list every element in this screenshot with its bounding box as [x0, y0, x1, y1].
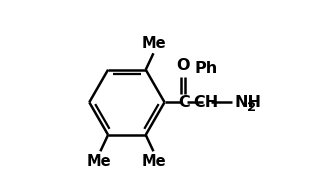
- Text: Me: Me: [87, 154, 112, 169]
- Text: 2: 2: [247, 101, 256, 114]
- Text: CH: CH: [193, 95, 219, 110]
- Text: O: O: [176, 58, 190, 73]
- Text: NH: NH: [234, 95, 261, 110]
- Text: C: C: [178, 95, 190, 110]
- Text: Me: Me: [142, 154, 167, 169]
- Text: Ph: Ph: [194, 61, 218, 76]
- Text: Me: Me: [142, 36, 167, 51]
